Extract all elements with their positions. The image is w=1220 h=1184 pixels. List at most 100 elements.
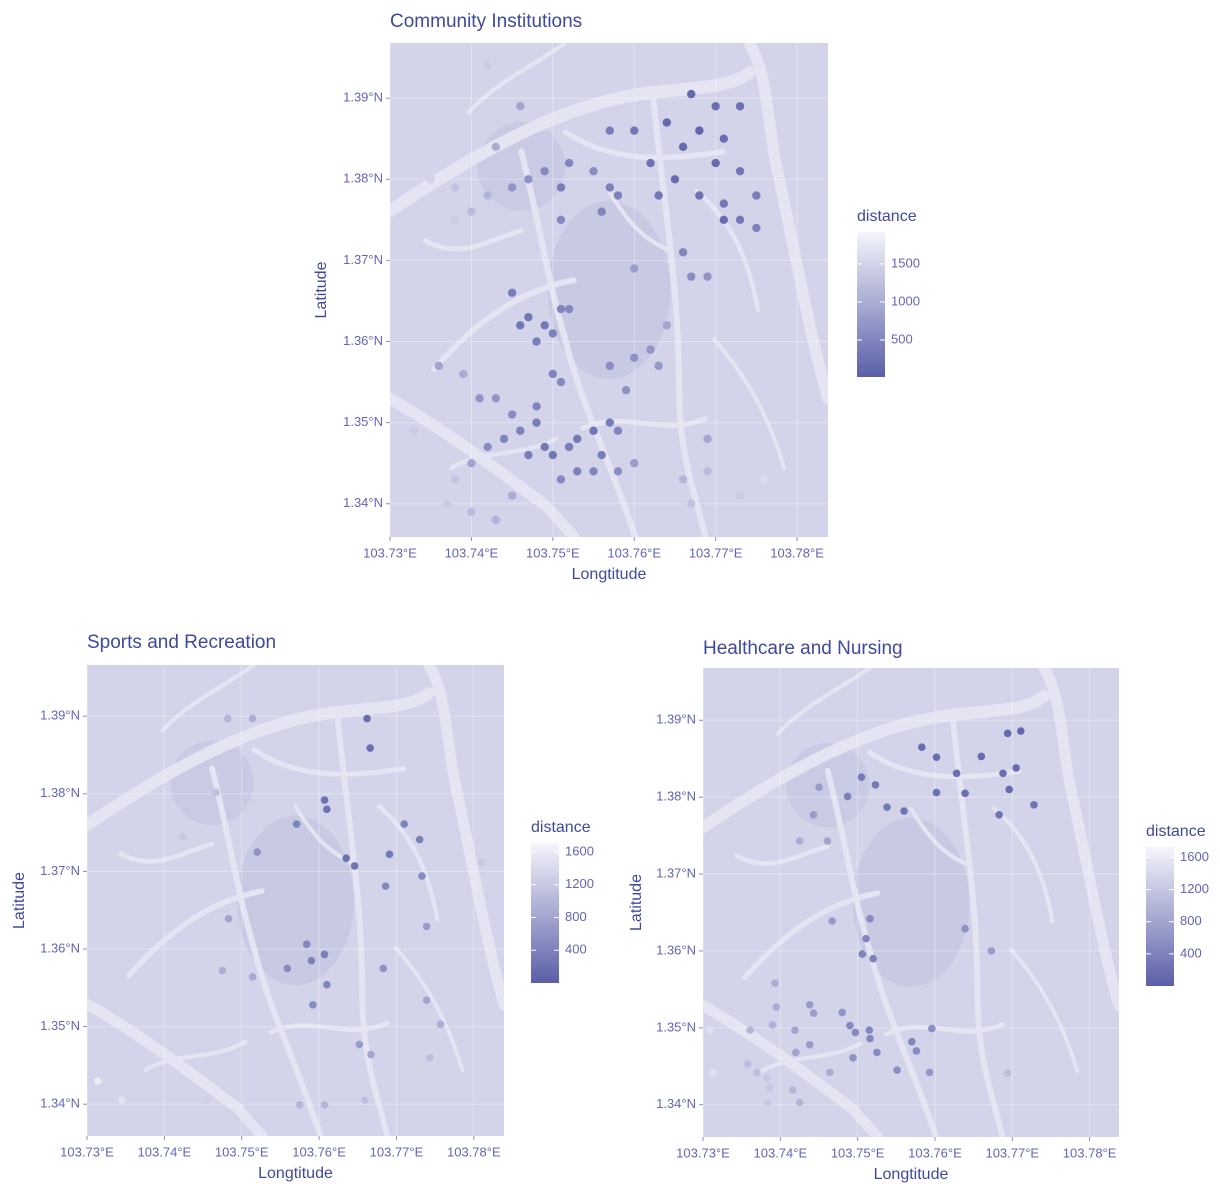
point: [351, 862, 359, 870]
point: [900, 807, 908, 815]
point: [752, 191, 760, 199]
x-tick-label: 103.73°E: [363, 545, 417, 560]
point: [753, 1069, 761, 1077]
point: [687, 272, 695, 280]
colorbar-label: 400: [1180, 945, 1202, 960]
point: [293, 820, 301, 828]
point: [549, 451, 557, 459]
point: [796, 1099, 804, 1107]
point: [687, 90, 695, 98]
point: [988, 947, 996, 955]
point: [94, 1077, 102, 1085]
point: [451, 475, 459, 483]
point: [792, 1049, 800, 1057]
point: [532, 337, 540, 345]
point: [557, 378, 565, 386]
point: [321, 796, 329, 804]
point: [913, 1047, 921, 1055]
point: [549, 329, 557, 337]
point: [524, 175, 532, 183]
point: [711, 159, 719, 167]
point: [557, 305, 565, 313]
legend-title: distance: [531, 819, 591, 836]
point: [679, 143, 687, 151]
point: [573, 467, 581, 475]
point: [873, 1049, 881, 1057]
point: [508, 289, 516, 297]
point: [763, 1074, 771, 1082]
point: [606, 418, 614, 426]
point: [516, 321, 524, 329]
point: [400, 820, 408, 828]
point: [394, 435, 402, 443]
point: [703, 467, 711, 475]
y-tick-label: 1.39°N: [656, 712, 696, 727]
point: [508, 491, 516, 499]
chart-title: Sports and Recreation: [87, 632, 276, 653]
point: [630, 459, 638, 467]
point: [1012, 764, 1020, 772]
point: [467, 459, 475, 467]
point: [483, 62, 491, 70]
point: [766, 1084, 774, 1092]
chart-title: Community Institutions: [390, 11, 582, 32]
point: [961, 925, 969, 933]
point: [597, 208, 605, 216]
point: [679, 248, 687, 256]
point: [711, 102, 719, 110]
point: [532, 418, 540, 426]
x-axis-title: Longtitude: [258, 1165, 333, 1182]
colorbar-label: 1500: [891, 255, 920, 270]
colorbar-label: 400: [565, 942, 587, 957]
point: [630, 126, 638, 134]
point: [796, 837, 804, 845]
point: [760, 475, 768, 483]
point: [557, 216, 565, 224]
y-tick-label: 1.34°N: [656, 1096, 696, 1111]
point: [995, 811, 1003, 819]
point: [549, 370, 557, 378]
point: [508, 183, 516, 191]
point: [212, 788, 220, 796]
point: [296, 1101, 304, 1109]
point: [703, 435, 711, 443]
point: [866, 1035, 874, 1043]
point: [516, 102, 524, 110]
figure: Community Institutions 103.73°E 103.74°E 10…: [0, 0, 1220, 1184]
colorbar-label: 800: [565, 909, 587, 924]
point: [846, 1022, 854, 1030]
point: [789, 1086, 797, 1094]
colorbar-label: 1200: [1180, 881, 1209, 896]
colorbar: [857, 232, 885, 377]
point: [695, 126, 703, 134]
y-tick-label: 1.37°N: [343, 252, 383, 267]
x-tick-label: 103.76°E: [607, 545, 661, 560]
point: [451, 216, 459, 224]
point: [764, 1099, 772, 1107]
point: [366, 744, 374, 752]
point: [630, 354, 638, 362]
point: [426, 1054, 434, 1062]
point: [746, 1026, 754, 1034]
x-tick-label: 103.74°E: [445, 545, 499, 560]
x-tick-label: 103.74°E: [138, 1144, 192, 1159]
point: [862, 935, 870, 943]
colorbar-label: 1000: [891, 293, 920, 308]
point: [508, 410, 516, 418]
point: [606, 183, 614, 191]
point: [225, 915, 233, 923]
point: [953, 770, 961, 778]
colorbar-label: 1600: [565, 843, 594, 858]
point: [467, 208, 475, 216]
point: [321, 951, 329, 959]
point: [565, 305, 573, 313]
point: [573, 435, 581, 443]
point: [565, 159, 573, 167]
point: [736, 167, 744, 175]
point: [524, 451, 532, 459]
point: [423, 996, 431, 1004]
point: [321, 1101, 329, 1109]
point: [478, 858, 486, 866]
point: [844, 793, 852, 801]
point: [744, 1060, 752, 1068]
